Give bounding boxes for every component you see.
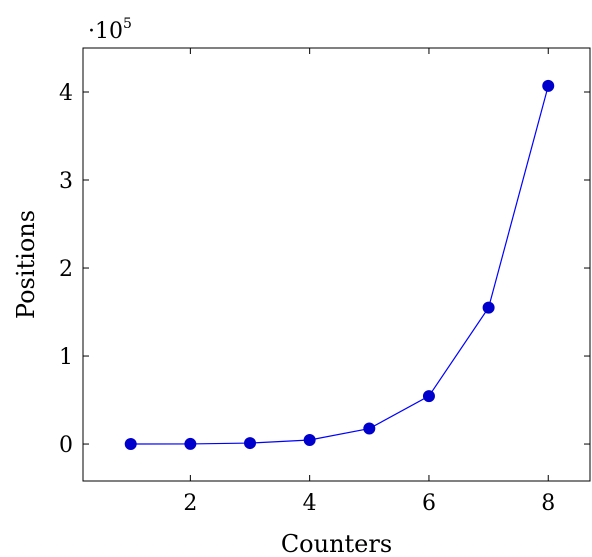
y-multiplier-exponent: 5	[123, 16, 132, 32]
y-axis-ticks: 0 1 2 3 4	[59, 81, 590, 458]
y-tick-label: 3	[59, 169, 73, 194]
data-point	[124, 438, 137, 451]
x-tick-label: 6	[422, 491, 436, 516]
series-line	[130, 85, 549, 445]
x-axis-label: Counters	[281, 530, 392, 557]
y-axis-multiplier: ·105	[88, 16, 132, 44]
y-tick-label: 4	[59, 81, 73, 106]
y-tick-label: 2	[59, 257, 73, 282]
data-point	[363, 422, 376, 435]
y-tick-label: 0	[59, 433, 73, 458]
data-point	[184, 437, 197, 450]
data-point	[482, 301, 495, 314]
y-axis-label: Positions	[12, 210, 40, 319]
data-point	[422, 390, 435, 403]
y-tick-label: 1	[59, 345, 73, 370]
x-tick-label: 2	[183, 491, 197, 516]
x-tick-label: 4	[303, 491, 317, 516]
data-point	[303, 433, 316, 446]
series-layer	[124, 79, 555, 451]
x-axis-ticks: 2 4 6 8	[183, 48, 555, 516]
data-point	[244, 437, 257, 450]
y-multiplier-prefix: ·10	[88, 19, 123, 44]
x-tick-label: 8	[541, 491, 555, 516]
plot-area-frame	[82, 47, 591, 482]
data-point	[542, 79, 555, 92]
